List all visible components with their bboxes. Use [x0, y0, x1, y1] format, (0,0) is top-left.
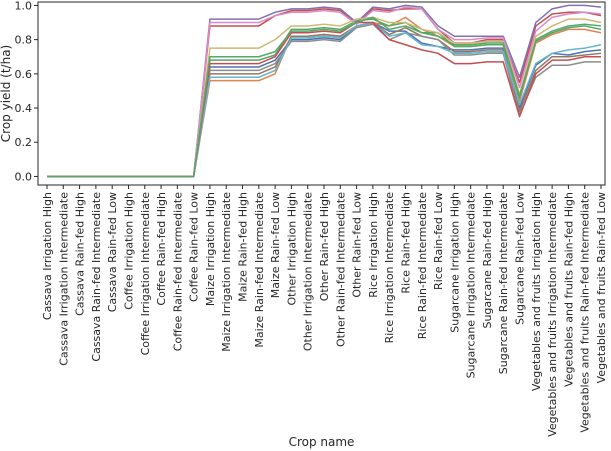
series-line-10	[47, 21, 602, 178]
x-axis-ticks: Cassava Irrigation High Cassava Irrigatio…	[41, 185, 608, 437]
x-tick-label: Coffee Irrigation Intermediate	[139, 192, 152, 356]
x-tick-label: Maize Irrigation High	[204, 192, 217, 306]
x-tick-label: Rice Irrigation Intermediate	[383, 192, 396, 344]
x-tick-label: Rice Rain-fed High	[399, 192, 412, 294]
x-tick-label: Cassava Rain-fed Intermediate	[90, 192, 103, 362]
x-tick-label: Sugarcane Rain-fed Low	[514, 192, 527, 325]
y-tick-label: 0.4	[15, 102, 33, 115]
x-tick-label: Sugarcane Irrigation High	[448, 192, 461, 333]
x-tick-label: Other Irrigation High	[285, 192, 298, 305]
y-axis-ticks: 0.0 0.2 0.4 0.6 0.8 1.0	[15, 0, 38, 183]
x-tick-label: Cassava Rain-fed Low	[106, 192, 119, 312]
y-tick-label: 0.2	[15, 136, 33, 149]
x-tick-label: Maize Rain-fed High	[237, 192, 250, 302]
x-tick-label: Maize Rain-fed Intermediate	[253, 192, 266, 348]
x-tick-label: Other Irrigation Intermediate	[302, 192, 315, 351]
x-tick-label: Rice Rain-fed Intermediate	[416, 192, 429, 339]
x-tick-label: Coffee Irrigation High	[122, 192, 135, 310]
x-tick-label: Cassava Rain-fed High	[74, 192, 87, 316]
plot-frame	[37, 1, 606, 186]
x-tick-label: Other Rain-fed Intermediate	[334, 192, 347, 347]
x-tick-label: Coffee Rain-fed Low	[188, 192, 201, 302]
x-tick-label: Rice Irrigation High	[367, 192, 380, 298]
x-tick-label: Cassava Irrigation High	[41, 192, 54, 320]
x-tick-label: Vegetables and fruits Rain-fed Low	[595, 192, 608, 383]
x-tick-label: Sugarcane Rain-fed High	[481, 192, 494, 329]
x-tick-label: Vegetables and fruits Rain-fed High	[562, 192, 575, 387]
axes-frame	[37, 1, 606, 186]
y-axis-title: Crop yield (t/ha)	[0, 45, 13, 142]
x-tick-label: Sugarcane Irrigation Intermediate	[465, 192, 478, 379]
x-tick-label: Maize Irrigation Intermediate	[220, 192, 233, 352]
y-tick-label: 0.6	[15, 68, 33, 81]
series-layer	[47, 4, 602, 178]
x-tick-label: Other Rain-fed Low	[351, 192, 364, 298]
x-tick-label: Sugarcane Rain-fed Intermediate	[497, 192, 510, 374]
x-tick-label: Maize Rain-fed Low	[269, 192, 282, 298]
x-tick-label: Vegetables and fruits Irrigation High	[530, 192, 543, 391]
series-line-12	[47, 16, 602, 178]
x-tick-label: Vegetables and fruits Rain-fed Intermedi…	[579, 192, 592, 433]
x-tick-label: Coffee Rain-fed Intermediate	[171, 192, 184, 351]
x-tick-label: Other Rain-fed High	[318, 192, 331, 301]
x-tick-label: Rice Rain-fed Low	[432, 192, 445, 290]
x-tick-label: Vegetables and fruits Irrigation Interme…	[546, 192, 559, 437]
y-tick-label: 0.0	[15, 170, 33, 183]
x-tick-label: Coffee Rain-fed High	[155, 192, 168, 306]
y-tick-label: 1.0	[15, 0, 33, 12]
x-tick-label: Cassava Irrigation Intermediate	[57, 192, 70, 366]
x-axis-title: Crop name	[289, 435, 355, 449]
y-tick-label: 0.8	[15, 34, 33, 47]
